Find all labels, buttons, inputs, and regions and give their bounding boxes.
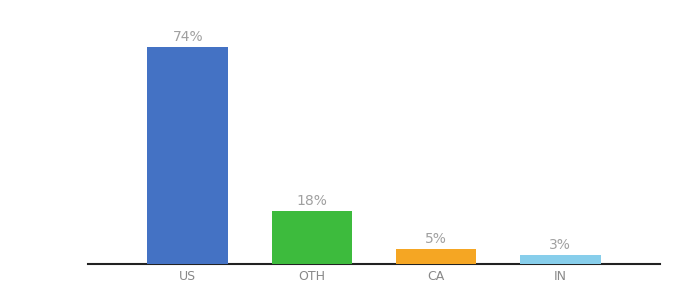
Text: 3%: 3% (549, 238, 571, 252)
Bar (520, 255, 600, 264)
Text: 74%: 74% (173, 30, 203, 44)
Bar (271, 211, 352, 264)
Bar (148, 47, 228, 264)
Bar (396, 249, 477, 264)
Text: 18%: 18% (296, 194, 327, 208)
Text: 5%: 5% (425, 232, 447, 246)
